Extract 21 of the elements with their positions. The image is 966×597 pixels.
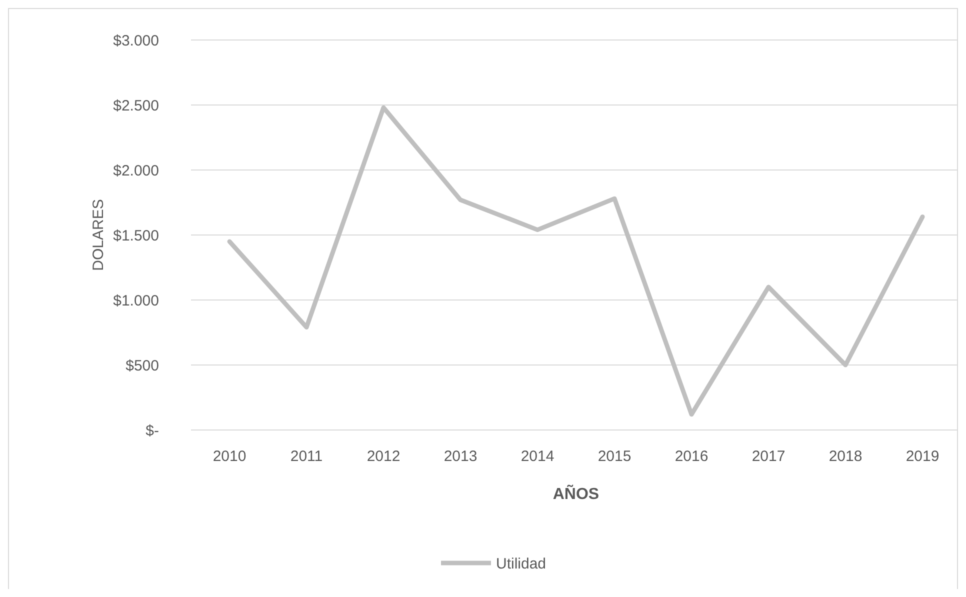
x-tick-label: 2019 [906,448,940,465]
x-tick-label: 2015 [598,448,632,465]
y-tick-label: $- [146,422,159,440]
line-series [227,105,925,417]
y-tick-label: $500 [126,357,159,374]
x-tick-label: 2017 [752,448,786,465]
x-tick-label: 2012 [366,448,400,465]
x-tick-label: 2014 [520,448,554,465]
x-tick-label: 2016 [674,448,708,465]
y-tick-label: $3.000 [113,32,159,50]
x-axis-title: AÑOS [552,484,600,503]
y-tick-label: $2.000 [113,162,159,180]
y-tick-label: $1.500 [113,227,159,244]
x-tick-label: 2013 [444,448,478,465]
y-axis-title: DOLARES [90,199,107,271]
x-tick-label: 2010 [212,448,246,465]
y-tick-label: $1.000 [113,292,159,310]
legend-label: Utilidad [496,555,546,572]
x-tick-label: 2018 [828,448,862,465]
y-tick-label: $2.500 [113,97,159,114]
x-tick-label: 2011 [290,448,323,465]
